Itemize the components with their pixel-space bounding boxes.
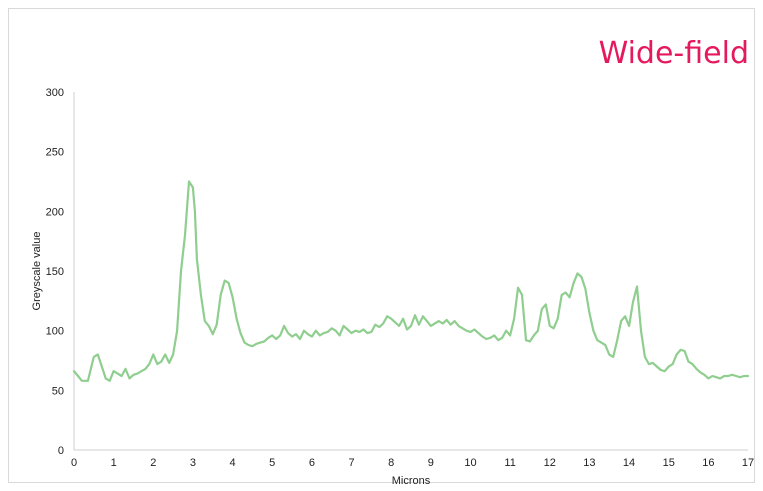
x-tick-label: 4 [230, 457, 236, 469]
x-tick-label: 17 [742, 457, 754, 469]
chart-frame [8, 8, 755, 483]
y-tick-label: 300 [46, 87, 64, 99]
x-tick-label: 11 [504, 457, 515, 469]
y-tick-label: 0 [58, 445, 64, 457]
y-tick-label: 50 [52, 385, 64, 397]
chart-title: Wide-field [598, 36, 749, 71]
y-tick-label: 250 [46, 147, 64, 159]
x-tick-label: 5 [269, 457, 275, 469]
x-tick-label: 7 [348, 457, 354, 469]
y-tick-label: 150 [46, 266, 64, 278]
x-tick-label: 13 [583, 457, 595, 469]
x-tick-label: 14 [623, 457, 635, 469]
x-tick-label: 12 [544, 457, 556, 469]
series-line [72, 180, 750, 382]
x-tick-label: 3 [190, 457, 196, 469]
y-tick-label: 100 [46, 326, 64, 338]
x-tick-label: 2 [150, 457, 156, 469]
x-tick-label: 10 [464, 457, 476, 469]
x-tick-label: 1 [111, 457, 117, 469]
x-tick-label: 15 [663, 457, 675, 469]
x-tick-label: 8 [388, 457, 394, 469]
x-tick-label: 9 [428, 457, 434, 469]
x-axis-label: Microns [392, 475, 431, 487]
y-tick-label: 200 [46, 206, 64, 218]
x-tick-label: 16 [702, 457, 714, 469]
x-tick-label: 6 [309, 457, 315, 469]
y-axis-label: Greyscale value [31, 232, 43, 311]
x-tick-label: 0 [71, 457, 77, 469]
